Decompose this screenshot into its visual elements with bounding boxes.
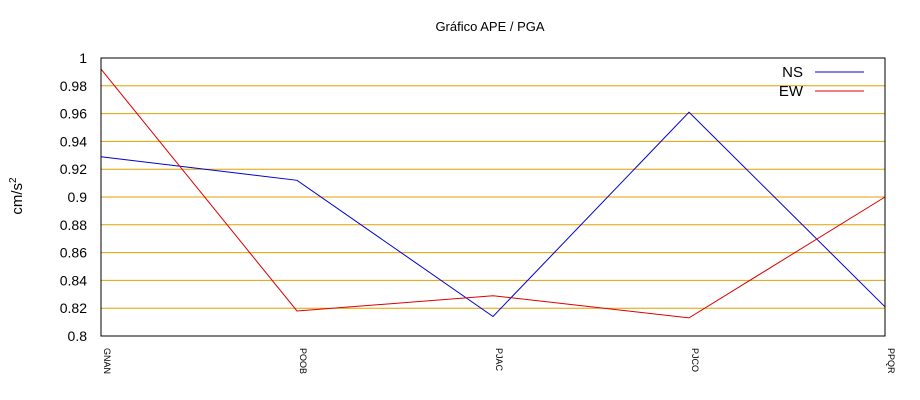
legend-label-ns: NS xyxy=(782,64,803,81)
y-axis-label-superscript: 2 xyxy=(8,177,19,183)
y-axis-label-text: cm/s xyxy=(9,183,26,215)
series-line-ew xyxy=(100,68,886,319)
y-tick-label: 0.8 xyxy=(68,328,88,344)
legend: NS EW xyxy=(779,64,864,100)
y-tick-label: 0.86 xyxy=(60,245,87,261)
x-tick-label: PJCO xyxy=(690,348,700,372)
series-lines xyxy=(100,68,886,319)
svg-text:cm/s2: cm/s2 xyxy=(8,177,26,215)
y-tick-label: 0.9 xyxy=(68,189,88,205)
y-tick-label: 0.92 xyxy=(60,161,87,177)
y-tick-label: 0.96 xyxy=(60,106,87,122)
plot-frame xyxy=(100,57,886,337)
x-tick-label: PJAC xyxy=(494,348,504,372)
x-axis-ticks: GNAN POOB PJAC PJCO PPQR xyxy=(102,348,896,374)
y-tick-label: 0.88 xyxy=(60,217,87,233)
series-line-ns xyxy=(100,111,886,318)
x-tick-label: GNAN xyxy=(102,348,112,374)
x-tick-label: PPQR xyxy=(886,348,896,374)
y-tick-label: 0.98 xyxy=(60,78,87,94)
chart-title: Gráfico APE / PGA xyxy=(435,19,544,34)
legend-label-ew: EW xyxy=(779,83,804,100)
y-tick-label: 1 xyxy=(79,50,87,66)
y-axis-ticks: 0.8 0.82 0.84 0.86 0.88 0.9 0.92 0.94 0.96 0.98 1 xyxy=(60,50,87,344)
y-tick-label: 0.84 xyxy=(60,272,87,288)
x-tick-label: POOB xyxy=(298,348,308,374)
grid-lines xyxy=(101,85,885,309)
y-tick-label: 0.94 xyxy=(60,133,87,149)
y-tick-label: 0.82 xyxy=(60,300,87,316)
y-axis-label: cm/s2 xyxy=(8,177,26,215)
